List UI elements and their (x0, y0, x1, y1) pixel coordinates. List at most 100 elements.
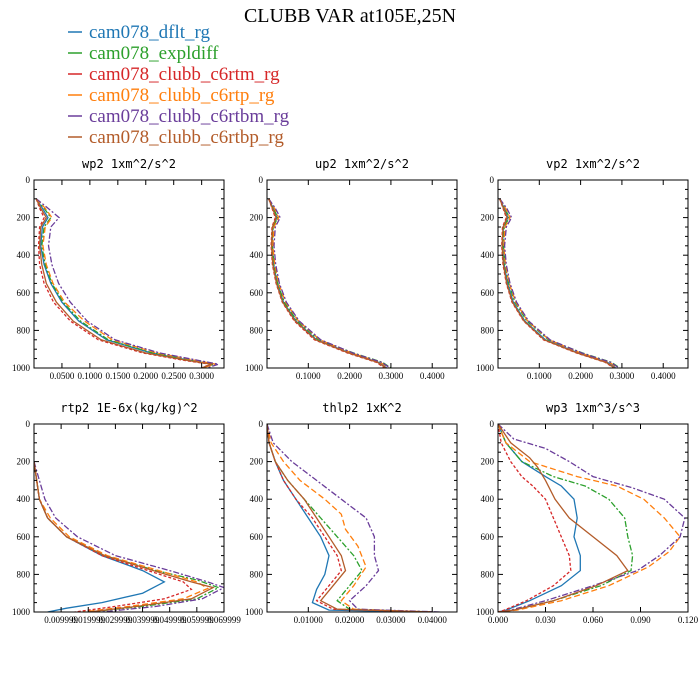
y-tick-label: 1000 (245, 607, 264, 617)
y-tick-label: 600 (481, 532, 495, 542)
y-tick-label: 400 (17, 250, 31, 260)
series-line-1 (35, 198, 214, 368)
y-tick-label: 800 (481, 325, 495, 335)
x-tick-label: 0.03000 (376, 615, 406, 625)
y-tick-label: 1000 (245, 363, 264, 373)
series-line-1 (267, 424, 433, 612)
plot-frame (33, 179, 225, 369)
series-line-4 (267, 424, 433, 612)
x-tick-label: 0.060 (583, 615, 604, 625)
y-tick-label: 600 (17, 532, 31, 542)
panel-title: rtp2 1E-6x(kg/kg)^2 (60, 401, 197, 415)
series-line-4 (498, 424, 681, 612)
legend-entry: cam078_expldiff (89, 43, 219, 64)
plot-frame (497, 423, 689, 613)
y-tick-label: 0 (26, 419, 31, 429)
series-group (498, 424, 686, 612)
x-tick-label: 0.069999 (207, 615, 241, 625)
series-line-4 (34, 461, 210, 612)
panel-title: vp2 1xm^2/s^2 (546, 157, 640, 171)
y-tick-label: 200 (17, 213, 31, 223)
y-tick-label: 200 (481, 213, 495, 223)
series-line-6 (34, 461, 215, 612)
y-tick-label: 800 (250, 325, 264, 335)
x-tick-label: 0.4000 (651, 371, 676, 381)
panel-title: wp2 1xm^2/s^2 (82, 157, 176, 171)
y-tick-label: 400 (250, 494, 264, 504)
x-tick-label: 0.04000 (418, 615, 448, 625)
panel-2: up2 1xm^2/s^2 0 200 400 600 800 1000 0.1000 0.20… (245, 157, 458, 381)
x-tick-label: 0.049999 (153, 615, 187, 625)
figure-title: CLUBB VAR at105E,25N (244, 5, 456, 27)
x-tick-label: 0.1000 (78, 371, 103, 381)
y-tick-label: 0 (490, 175, 495, 185)
series-line-6 (268, 198, 387, 368)
x-tick-label: 0.01000 (294, 615, 324, 625)
series-group (267, 424, 441, 612)
y-tick-label: 400 (481, 250, 495, 260)
x-tick-label: 0.2000 (337, 371, 362, 381)
y-tick-label: 1000 (12, 363, 31, 373)
x-tick-label: 0.120 (678, 615, 699, 625)
x-tick-label: 0.3000 (189, 371, 214, 381)
y-tick-label: 200 (481, 457, 495, 467)
x-tick-label: 0.02000 (335, 615, 365, 625)
y-tick-label: 1000 (476, 607, 495, 617)
y-tick-label: 800 (17, 325, 31, 335)
series-line-3 (498, 424, 572, 612)
legend-entry: cam078_clubb_c6rtm_rg (89, 64, 280, 85)
x-tick-label: 0.2000 (133, 371, 158, 381)
series-group (35, 198, 221, 368)
series-line-5 (34, 461, 224, 612)
plot-frame (497, 179, 689, 369)
series-line-5 (267, 424, 441, 612)
series-line-6 (498, 424, 629, 612)
series-line-4 (35, 198, 216, 368)
legend-entry: cam078_dflt_rg (89, 22, 211, 43)
series-line-2 (499, 198, 621, 368)
y-tick-label: 600 (17, 288, 31, 298)
x-tick-label: 0.019999 (71, 615, 105, 625)
y-tick-label: 200 (17, 457, 31, 467)
y-tick-label: 200 (250, 213, 264, 223)
x-tick-label: 0.2500 (161, 371, 186, 381)
y-tick-label: 600 (250, 288, 264, 298)
x-tick-label: 0.030 (535, 615, 556, 625)
x-tick-label: 0.3000 (610, 371, 635, 381)
y-tick-label: 800 (481, 569, 495, 579)
y-tick-label: 0 (259, 419, 264, 429)
y-tick-label: 0 (490, 419, 495, 429)
series-line-5 (498, 424, 686, 612)
plot-frame (266, 423, 458, 613)
legend: cam078_dflt_rgcam078_expldiffcam078_club… (68, 22, 290, 148)
x-tick-label: 0.000 (488, 615, 509, 625)
series-line-3 (35, 198, 213, 368)
series-line-6 (35, 198, 215, 368)
x-tick-label: 0.090 (630, 615, 651, 625)
series-line-1 (34, 461, 166, 612)
series-group (34, 461, 224, 612)
panel-title: thlp2 1xK^2 (322, 401, 401, 415)
x-tick-label: 0.1500 (105, 371, 130, 381)
y-tick-label: 1000 (12, 607, 31, 617)
legend-entry: cam078_clubb_c6rtp_rg (89, 85, 275, 106)
y-tick-label: 400 (17, 494, 31, 504)
x-tick-label: 0.039999 (126, 615, 160, 625)
series-line-3 (267, 424, 433, 612)
series-line-1 (498, 424, 581, 612)
x-tick-label: 0.1000 (527, 371, 552, 381)
series-group (499, 198, 621, 368)
x-tick-label: 0.009999 (44, 615, 78, 625)
panel-5: thlp2 1xK^2 0 200 400 600 800 1000 0.01000 0.020… (245, 401, 458, 625)
panel-1: wp2 1xm^2/s^2 0 200 400 600 800 1000 0.0500 0.10… (12, 157, 225, 381)
y-tick-label: 200 (250, 457, 264, 467)
panel-3: vp2 1xm^2/s^2 0 200 400 600 800 1000 0.1000 0.20… (476, 157, 689, 381)
y-tick-label: 800 (17, 569, 31, 579)
y-tick-label: 800 (250, 569, 264, 579)
legend-entry: cam078_clubb_c6rtbm_rg (89, 106, 290, 127)
panel-4: rtp2 1E-6x(kg/kg)^2 0 200 400 600 800 1000 0.00… (12, 401, 241, 625)
x-tick-label: 0.3000 (379, 371, 404, 381)
